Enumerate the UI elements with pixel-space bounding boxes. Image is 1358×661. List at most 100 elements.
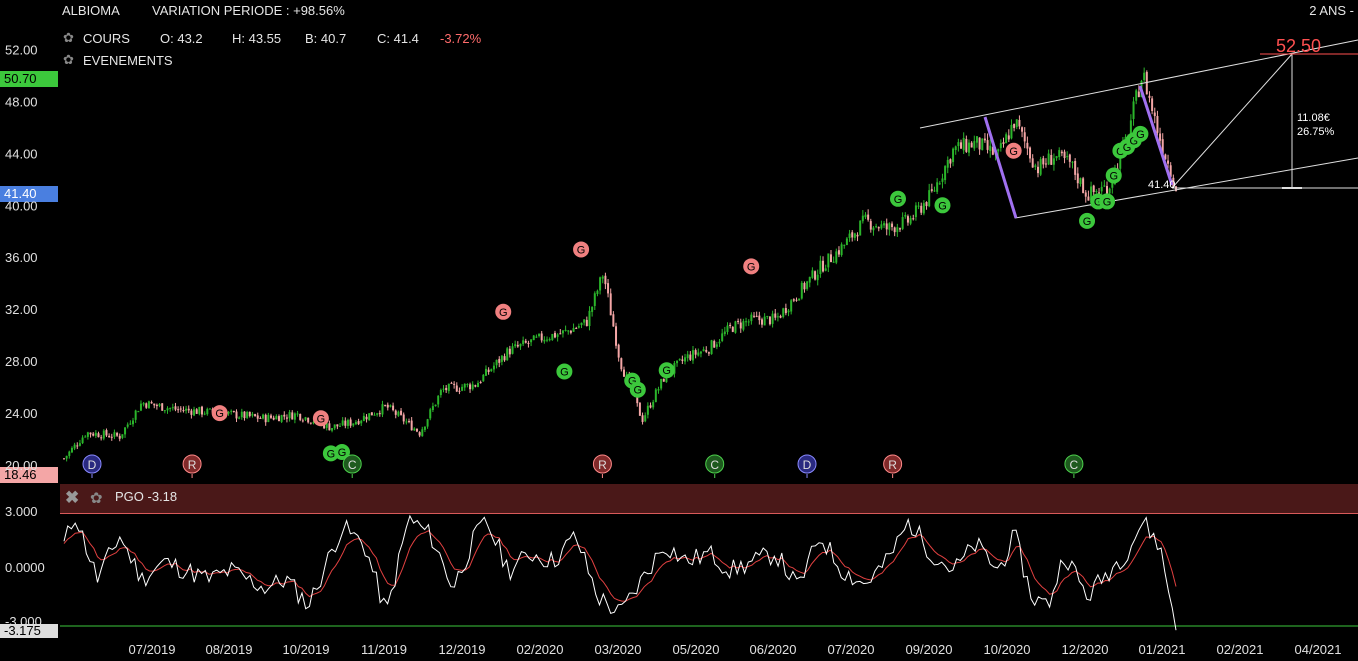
candle-body — [646, 405, 649, 415]
candle-body — [1018, 119, 1021, 127]
candle-body — [577, 326, 580, 328]
candle-body — [283, 414, 286, 417]
candle-body — [522, 340, 525, 345]
candle-body — [1058, 150, 1061, 158]
candle-body — [580, 322, 583, 326]
candle-body — [1013, 123, 1016, 128]
corp-marker — [342, 454, 362, 474]
range-selector[interactable]: 2 ANS - — [1309, 3, 1354, 18]
corp-marker-label: R — [888, 458, 897, 472]
corp-marker — [883, 454, 903, 474]
candle-body — [1031, 158, 1034, 168]
candle-body — [426, 419, 429, 427]
event-marker — [573, 241, 590, 258]
candle-body — [137, 411, 140, 413]
candle-body — [293, 413, 296, 420]
events-gear-icon[interactable]: ✿ — [63, 52, 74, 67]
y-tick-label: 24.00 — [5, 406, 38, 421]
candle-body — [453, 383, 456, 385]
candle-body — [381, 404, 384, 415]
candle-body — [930, 189, 933, 191]
candle-body — [498, 358, 501, 363]
candle-body — [657, 389, 660, 391]
pgo-label: PGO -3.18 — [115, 489, 178, 504]
candle-body — [705, 349, 708, 352]
event-marker-label: G — [1083, 216, 1092, 228]
candle-body — [917, 205, 920, 207]
candle-body — [782, 308, 785, 317]
candle-body — [798, 298, 801, 301]
candle-body — [1050, 155, 1053, 165]
candle-body — [116, 432, 119, 436]
candle-body — [967, 142, 970, 153]
x-tick-label: 09/2020 — [906, 642, 953, 657]
candle-body — [84, 436, 87, 438]
cours-gear-icon[interactable]: ✿ — [63, 30, 74, 45]
candle-body — [1172, 177, 1175, 187]
candle-body — [872, 227, 875, 231]
event-marker — [211, 405, 228, 422]
candle-body — [524, 340, 527, 343]
candle-body — [147, 401, 150, 409]
candle-body — [195, 409, 198, 414]
candle-body — [596, 290, 599, 295]
high-value: H: 43.55 — [232, 31, 282, 46]
open-value: O: 43.2 — [160, 31, 203, 46]
event-marker-label: G — [317, 413, 326, 425]
period-variation: VARIATION PERIODE : +98.56% — [152, 3, 345, 18]
corp-marker-label: R — [598, 458, 607, 472]
candle-body — [644, 415, 647, 422]
candle-body — [1063, 151, 1066, 159]
candle-body — [1124, 136, 1127, 141]
event-marker-label: G — [628, 376, 637, 388]
x-tick-label: 05/2020 — [673, 642, 720, 657]
event-marker — [1079, 212, 1096, 229]
candle-body — [641, 415, 644, 422]
candle-body — [763, 316, 766, 326]
close-icon[interactable]: ✖ — [65, 488, 80, 507]
candle-body — [296, 413, 299, 415]
candle-body — [139, 403, 142, 411]
candle-body — [938, 183, 941, 185]
event-marker-label: G — [634, 385, 643, 397]
candle-body — [800, 282, 803, 299]
candle-body — [853, 233, 856, 238]
candle-body — [638, 402, 641, 416]
candle-body — [108, 435, 111, 438]
candle-body — [301, 420, 304, 422]
candle-body — [487, 369, 490, 373]
y-tick-label: 48.00 — [5, 94, 38, 109]
candle-body — [1129, 120, 1132, 136]
candle-body — [102, 430, 105, 439]
last-price-inline: 41.40 — [1148, 179, 1176, 191]
candle-body — [538, 333, 541, 337]
candle-body — [906, 216, 909, 223]
candle-body — [601, 276, 604, 279]
candle-body — [904, 215, 907, 217]
candle-body — [944, 166, 947, 181]
candle-body — [795, 299, 798, 301]
osc-y-top: 3.000 — [5, 504, 38, 519]
y-tick-label: 28.00 — [5, 354, 38, 369]
candle-body — [771, 313, 774, 324]
event-marker-label: G — [1009, 146, 1018, 158]
candle-body — [776, 316, 779, 318]
candle-body — [285, 417, 288, 419]
candle-body — [1023, 132, 1026, 142]
candle-body — [530, 339, 533, 343]
candle-body — [389, 405, 392, 407]
corp-marker — [182, 454, 202, 474]
candle-body — [110, 436, 113, 438]
candle-body — [1143, 72, 1146, 81]
candle-body — [946, 159, 949, 168]
candle-body — [437, 395, 440, 405]
pgo-gear-icon[interactable]: ✿ — [90, 490, 103, 507]
candle-body — [514, 344, 517, 347]
candle-body — [726, 325, 729, 332]
x-tick-label: 12/2020 — [1062, 642, 1109, 657]
candle-body — [100, 437, 103, 439]
candle-body — [784, 308, 787, 314]
y-tick-label: 40.00 — [5, 198, 38, 213]
candle-body — [729, 324, 732, 326]
